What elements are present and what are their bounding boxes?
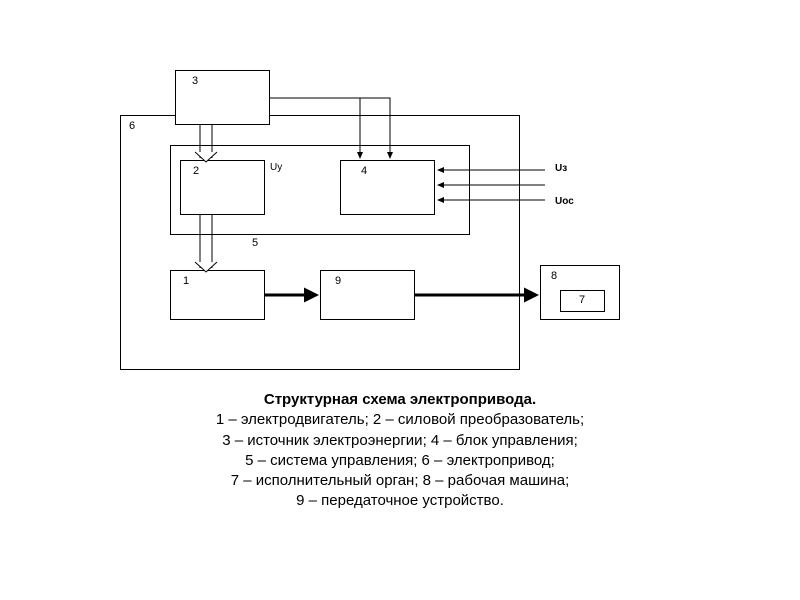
label-uy: Uу xyxy=(270,162,282,173)
caption-line-1: 1 – электродвигатель; 2 – силовой преобр… xyxy=(0,410,800,430)
box-8-label: 8 xyxy=(551,270,557,282)
box-3: 3 xyxy=(175,70,270,125)
box-9-label: 9 xyxy=(335,275,341,287)
caption: Структурная схема электропривода. 1 – эл… xyxy=(0,390,800,512)
box-4-label: 4 xyxy=(361,165,367,177)
box-3-label: 3 xyxy=(192,75,198,87)
box-1: 1 xyxy=(170,270,265,320)
box-6-label: 6 xyxy=(129,120,135,132)
label-uz: Uз xyxy=(555,163,567,174)
caption-line-2: 3 – источник электроэнергии; 4 – блок уп… xyxy=(0,431,800,451)
box-2-label: 2 xyxy=(193,165,199,177)
caption-line-4: 7 – исполнительный орган; 8 – рабочая ма… xyxy=(0,471,800,491)
diagram-canvas: 6 3 5 2 4 1 9 8 7 Uу Uз Uос xyxy=(0,0,800,600)
caption-line-5: 9 – передаточное устройство. xyxy=(0,491,800,511)
label-uoc: Uос xyxy=(555,196,574,207)
caption-line-3: 5 – система управления; 6 – электроприво… xyxy=(0,451,800,471)
box-4: 4 xyxy=(340,160,435,215)
box-7-label: 7 xyxy=(579,294,585,306)
box-2: 2 xyxy=(180,160,265,215)
box-5-label: 5 xyxy=(252,237,258,249)
caption-title: Структурная схема электропривода. xyxy=(0,390,800,410)
box-7: 7 xyxy=(560,290,605,312)
box-9: 9 xyxy=(320,270,415,320)
box-1-label: 1 xyxy=(183,275,189,287)
